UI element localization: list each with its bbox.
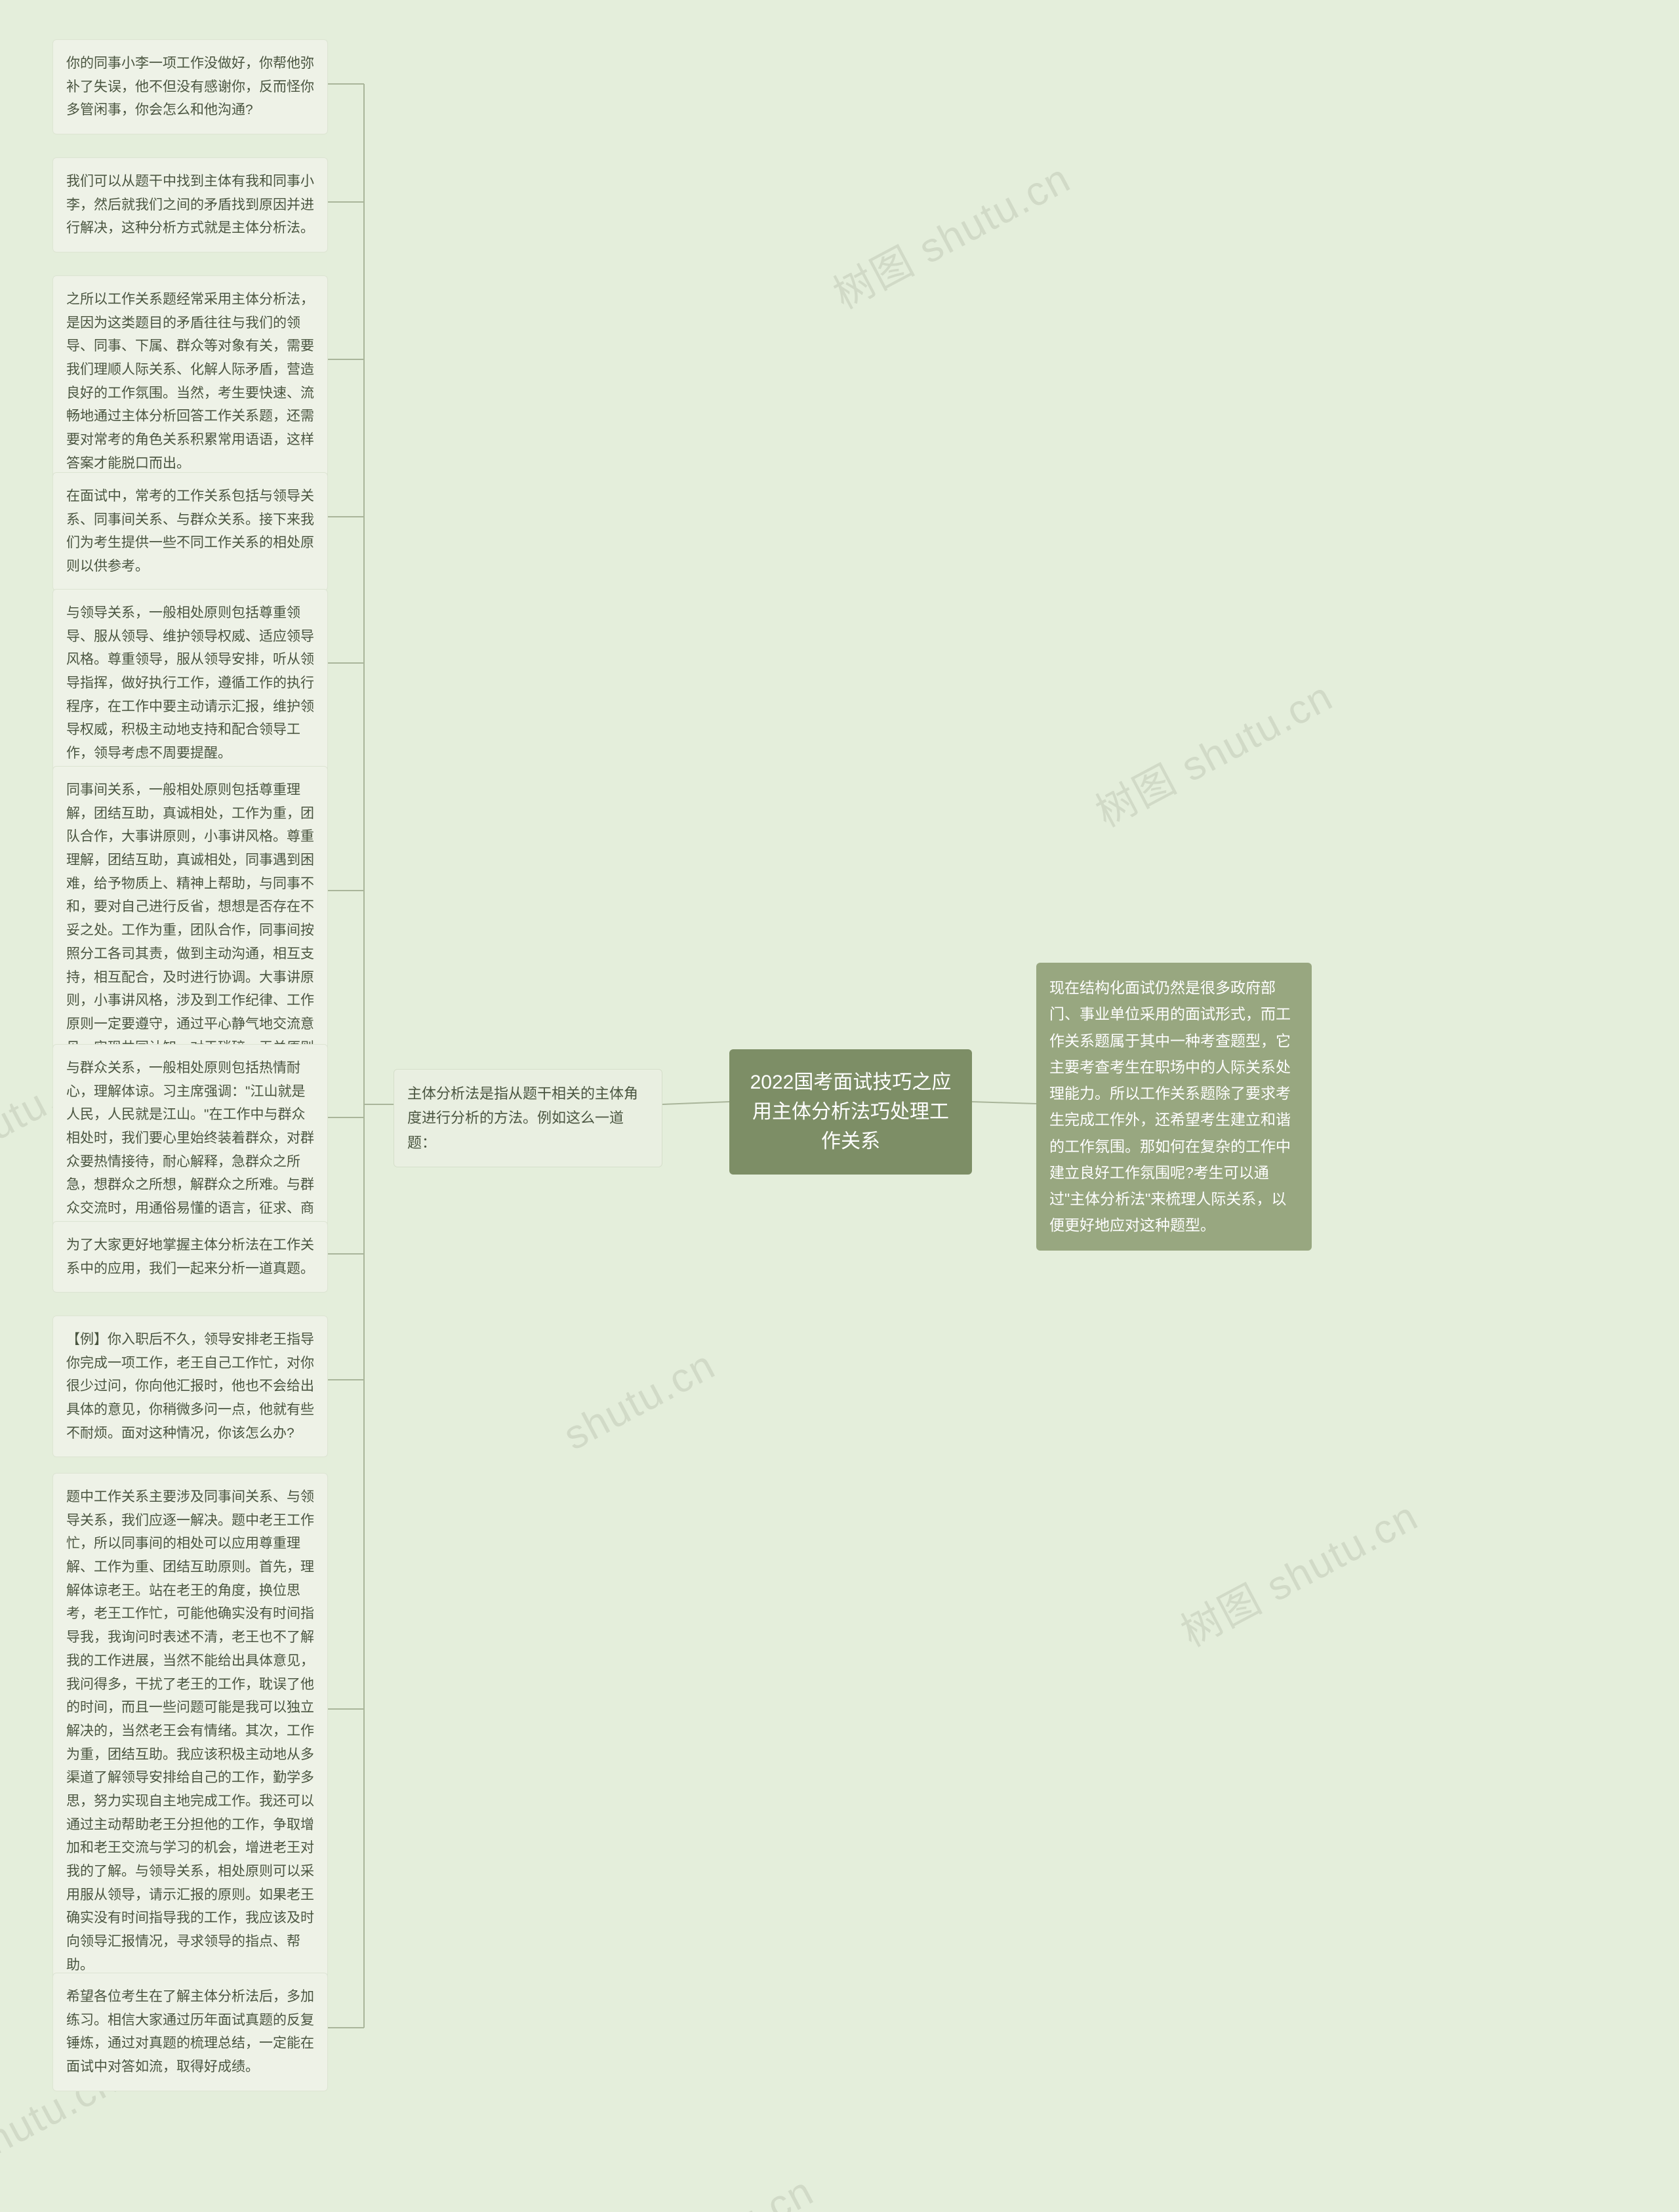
watermark: 树图 shutu.cn [1083, 664, 1341, 838]
leaf-9: 【例】你入职后不久，领导安排老王指导你完成一项工作，老王自己工作忙，对你很少过问… [52, 1316, 328, 1457]
leaf-5: 与领导关系，一般相处原则包括尊重领导、服从领导、维护领导权威、适应领导风格。尊重… [52, 589, 328, 778]
leaf-2: 我们可以从题干中找到主体有我和同事小李，然后就我们之间的矛盾找到原因并进行解决，… [52, 157, 328, 252]
connector [972, 1102, 1036, 1104]
leaf-3: 之所以工作关系题经常采用主体分析法，是因为这类题目的矛盾往往与我们的领导、同事、… [52, 275, 328, 488]
center-node: 2022国考面试技巧之应用主体分析法巧处理工作关系 [729, 1049, 972, 1175]
leaf-1: 你的同事小李一项工作没做好，你帮他弥补了失误，他不但没有感谢你，反而怪你多管闲事… [52, 39, 328, 134]
watermark: shutu.cn [655, 2167, 821, 2212]
leaf-8: 为了大家更好地掌握主体分析法在工作关系中的应用，我们一起来分析一道真题。 [52, 1221, 328, 1293]
leaf-4: 在面试中，常考的工作关系包括与领导关系、同事间关系、与群众关系。接下来我们为考生… [52, 472, 328, 591]
mid-node: 主体分析法是指从题干相关的主体角度进行分析的方法。例如这么一道题： [394, 1069, 662, 1167]
right-node: 现在结构化面试仍然是很多政府部门、事业单位采用的面试形式，而工作关系题属于其中一… [1036, 963, 1312, 1251]
leaf-10: 题中工作关系主要涉及同事间关系、与领导关系，我们应逐一解决。题中老王工作忙，所以… [52, 1473, 328, 1989]
watermark: 树图 shutu.cn [821, 146, 1079, 320]
connector [662, 1102, 729, 1104]
watermark: 树图 shutu.cn [1169, 1483, 1426, 1658]
watermark: shutu.cn [556, 1341, 723, 1459]
leaf-11: 希望各位考生在了解主体分析法后，多加练习。相信大家通过历年面试真题的反复锤炼，通… [52, 1973, 328, 2091]
